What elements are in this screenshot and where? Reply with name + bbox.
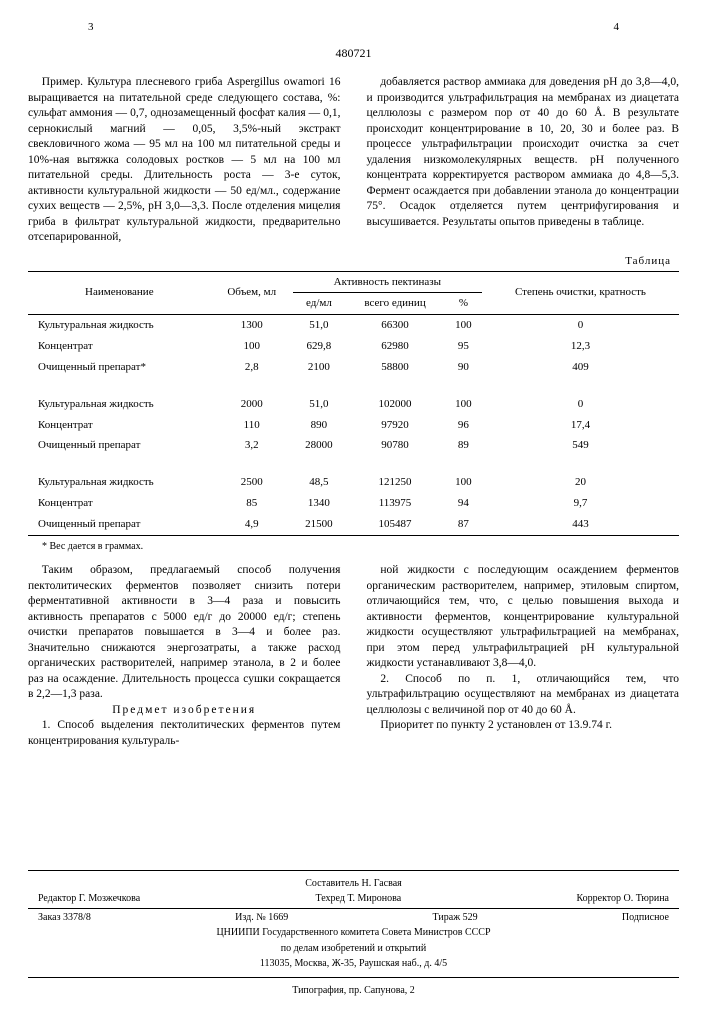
table-row: Культуральная жидкость130051,0663001000: [28, 315, 679, 336]
table-cell: Культуральная жидкость: [28, 392, 211, 415]
footer-org2: по делам изобретений и открытий: [28, 942, 679, 956]
th-activity: Активность пектиназы: [293, 271, 482, 293]
th-purity: Степень очистки, кратность: [482, 271, 679, 315]
lower-right-p3: Приоритет по пункту 2 установлен от 13.9…: [367, 718, 679, 734]
footer-tirage: Тираж 529: [433, 911, 478, 925]
table-row: Культуральная жидкость250048,51212501002…: [28, 470, 679, 493]
table-row: Концентрат110890979209617,4: [28, 415, 679, 436]
table-cell: 66300: [345, 315, 445, 336]
th-total: всего единиц: [345, 293, 445, 315]
table-cell: 113975: [345, 493, 445, 514]
table-row: Концентрат100629,8629809512,3: [28, 336, 679, 357]
table-row: Концентрат851340113975949,7: [28, 493, 679, 514]
th-volume: Объем, мл: [211, 271, 293, 315]
table-cell: 58800: [345, 357, 445, 378]
table-cell: 121250: [345, 470, 445, 493]
footer-editor: Редактор Г. Мозжечкова: [38, 892, 140, 906]
table-cell: 9,7: [482, 493, 679, 514]
table-cell: Концентрат: [28, 415, 211, 436]
lower-right-p2: 2. Способ по п. 1, отличающийся тем, что…: [367, 672, 679, 719]
table-cell: 51,0: [293, 315, 345, 336]
table-cell: 629,8: [293, 336, 345, 357]
table-cell: Очищенный препарат: [28, 514, 211, 535]
footer-order: Заказ 3378/8: [38, 911, 91, 925]
table-cell: 890: [293, 415, 345, 436]
table-cell: 94: [445, 493, 482, 514]
table-cell: 1340: [293, 493, 345, 514]
footer-compiler: Составитель Н. Гасвая: [28, 877, 679, 891]
footer-org1: ЦНИИПИ Государственного комитета Совета …: [28, 926, 679, 940]
table-cell: 2500: [211, 470, 293, 493]
table-cell: 17,4: [482, 415, 679, 436]
table-row: Очищенный препарат4,92150010548787443: [28, 514, 679, 535]
table-cell: 1300: [211, 315, 293, 336]
table-cell: 2100: [293, 357, 345, 378]
table-cell: 87: [445, 514, 482, 535]
table-cell: 12,3: [482, 336, 679, 357]
table-cell: 62980: [345, 336, 445, 357]
col2-paragraph: добавляется раствор аммиака для доведени…: [367, 75, 679, 230]
table-caption: Таблица: [28, 254, 671, 269]
table-cell: Культуральная жидкость: [28, 470, 211, 493]
table-cell: 105487: [345, 514, 445, 535]
lower-left-p2: 1. Способ выделения пектолитических ферм…: [28, 718, 340, 749]
table-cell: 90780: [345, 435, 445, 456]
footer-corrector: Корректор О. Тюрина: [576, 892, 669, 906]
table-cell: 100: [211, 336, 293, 357]
table-cell: 20: [482, 470, 679, 493]
results-table: Наименование Объем, мл Активность пектин…: [28, 271, 679, 536]
table-cell: 96: [445, 415, 482, 436]
th-edml: ед/мл: [293, 293, 345, 315]
table-cell: 85: [211, 493, 293, 514]
page-num-right: 4: [614, 20, 620, 35]
subject-title: Предмет изобретения: [28, 703, 340, 719]
table-cell: 443: [482, 514, 679, 535]
table-cell: 0: [482, 392, 679, 415]
table-cell: 2000: [211, 392, 293, 415]
table-cell: 102000: [345, 392, 445, 415]
footer-block: Составитель Н. Гасвая Редактор Г. Мозжеч…: [28, 870, 679, 978]
page-num-left: 3: [88, 20, 94, 35]
th-percent: %: [445, 293, 482, 315]
table-cell: Очищенный препарат*: [28, 357, 211, 378]
table-cell: 0: [482, 315, 679, 336]
table-cell: 110: [211, 415, 293, 436]
table-cell: 89: [445, 435, 482, 456]
table-cell: 4,9: [211, 514, 293, 535]
col1-paragraph: Пример. Культура плесневого гриба Asperg…: [28, 75, 340, 246]
footer-addr: 113035, Москва, Ж-35, Раушская наб., д. …: [28, 957, 679, 971]
table-cell: 409: [482, 357, 679, 378]
footer-sub: Подписное: [622, 911, 669, 925]
footer-printer: Типография, пр. Сапунова, 2: [28, 984, 679, 998]
lower-left-p1: Таким образом, предлагаемый способ получ…: [28, 563, 340, 703]
th-name: Наименование: [28, 271, 211, 315]
table-cell: 100: [445, 392, 482, 415]
table-cell: 51,0: [293, 392, 345, 415]
footer-ed: Изд. № 1669: [235, 911, 288, 925]
table-cell: 3,2: [211, 435, 293, 456]
table-cell: 549: [482, 435, 679, 456]
table-cell: 21500: [293, 514, 345, 535]
table-row: Очищенный препарат3,2280009078089549: [28, 435, 679, 456]
patent-number: 480721: [28, 45, 679, 61]
table-cell: Культуральная жидкость: [28, 315, 211, 336]
table-cell: Очищенный препарат: [28, 435, 211, 456]
table-cell: 100: [445, 470, 482, 493]
table-row: Очищенный препарат*2,821005880090409: [28, 357, 679, 378]
table-cell: 97920: [345, 415, 445, 436]
table-cell: 95: [445, 336, 482, 357]
lower-right-p1: ной жидкости с последующим осаждением фе…: [367, 563, 679, 672]
table-cell: Концентрат: [28, 336, 211, 357]
table-cell: 90: [445, 357, 482, 378]
table-footnote: * Вес дается в граммах.: [42, 540, 679, 554]
table-cell: 100: [445, 315, 482, 336]
footer-tech: Техред Т. Миронова: [315, 892, 401, 906]
table-cell: 28000: [293, 435, 345, 456]
table-cell: 48,5: [293, 470, 345, 493]
table-cell: Концентрат: [28, 493, 211, 514]
table-cell: 2,8: [211, 357, 293, 378]
table-row: Культуральная жидкость200051,01020001000: [28, 392, 679, 415]
